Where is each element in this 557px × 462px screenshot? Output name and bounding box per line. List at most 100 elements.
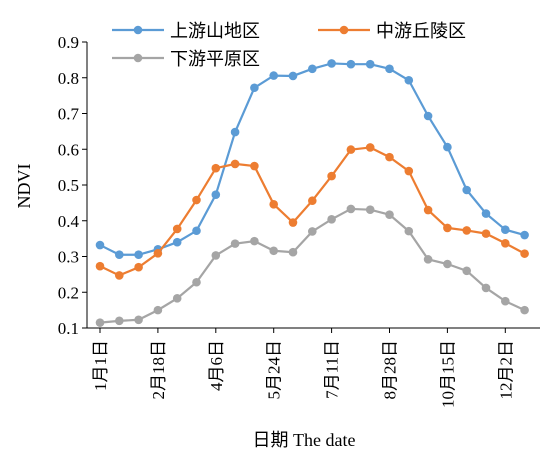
x-tick-labels: 1月1日 2月18日 4月6日 5月24日 7月11日 8月28日 10月15日 12月2日	[91, 328, 515, 408]
data-point	[134, 250, 143, 260]
data-point	[327, 171, 336, 181]
data-point	[308, 196, 317, 206]
data-point	[462, 226, 472, 235]
data-point	[385, 64, 394, 74]
data-point	[443, 223, 452, 233]
axes	[86, 42, 540, 329]
data-point	[346, 59, 356, 69]
series-3	[95, 204, 529, 327]
x-axis-title: 日期 The date	[253, 430, 356, 450]
data-point	[288, 247, 298, 257]
data-point	[385, 152, 394, 162]
y-tick-label: 0.3	[58, 248, 79, 267]
data-point	[192, 277, 201, 287]
legend-label: 中游丘陵区	[376, 21, 466, 42]
data-point	[250, 83, 259, 93]
data-point	[481, 209, 491, 218]
series-line	[99, 207, 526, 324]
data-point	[172, 294, 182, 303]
data-point	[327, 59, 336, 68]
data-point	[230, 159, 240, 169]
y-tick-label: 0.5	[58, 176, 79, 195]
y-axis-title: NDVI	[14, 164, 34, 209]
data-point	[365, 205, 375, 214]
x-tick-label: 1月1日	[91, 340, 110, 391]
data-point	[172, 224, 182, 234]
data-point	[327, 215, 336, 224]
data-point	[230, 127, 240, 137]
data-point	[153, 305, 163, 315]
x-tick-label: 4月6日	[207, 340, 226, 391]
x-tick-label: 2月18日	[149, 340, 168, 400]
legend-marker	[133, 53, 143, 63]
data-point	[172, 237, 182, 247]
series-line	[99, 146, 526, 277]
data-point	[365, 143, 375, 152]
y-tick-label: 0.9	[58, 33, 79, 52]
data-point	[95, 318, 105, 327]
data-point	[211, 163, 221, 173]
data-point	[134, 315, 143, 325]
data-point	[288, 71, 298, 81]
data-point	[230, 239, 240, 248]
data-point	[385, 210, 394, 219]
data-point	[153, 248, 163, 258]
data-point	[269, 200, 279, 209]
x-tick-label: 8月28日	[381, 340, 400, 400]
x-tick-label: 10月15日	[438, 340, 457, 408]
legend-label: 下游平原区	[170, 49, 260, 70]
data-point	[346, 204, 356, 214]
data-point	[250, 236, 259, 246]
data-point	[211, 251, 221, 260]
series-line	[99, 62, 525, 256]
data-point	[443, 142, 452, 152]
x-tick-label: 5月24日	[265, 340, 284, 400]
data-point	[95, 240, 105, 250]
data-point	[501, 225, 510, 234]
data-point	[481, 229, 491, 238]
x-tick-label: 12月2日	[496, 340, 515, 400]
data-point	[404, 166, 414, 176]
series-group	[95, 59, 529, 327]
data-point	[288, 218, 298, 227]
data-point	[269, 246, 279, 256]
data-point	[211, 190, 221, 199]
data-point	[404, 75, 414, 85]
y-tick-label: 0.6	[58, 140, 79, 159]
data-point	[269, 71, 279, 80]
data-point	[520, 305, 529, 315]
legend-label: 上游山地区	[170, 21, 260, 42]
y-tick-labels: 0.1 0.2 0.3 0.4 0.5 0.6 0.7 0.8 0.9	[58, 33, 87, 338]
data-point	[192, 195, 201, 205]
data-point	[115, 250, 124, 260]
data-point	[115, 271, 124, 280]
data-point	[346, 145, 356, 154]
data-point	[308, 227, 317, 236]
legend-entry-2: 中游丘陵区	[318, 21, 466, 42]
y-tick-label: 0.4	[58, 212, 80, 231]
legend-marker	[133, 25, 143, 35]
data-point	[501, 238, 510, 248]
data-point	[520, 230, 529, 240]
data-point	[501, 296, 510, 306]
data-point	[462, 185, 472, 195]
data-point	[404, 226, 414, 236]
y-tick-label: 0.7	[58, 105, 80, 124]
data-point	[423, 205, 433, 215]
data-point	[250, 161, 259, 171]
y-tick-label: 0.2	[58, 283, 79, 302]
y-tick-label: 0.1	[58, 319, 79, 338]
legend-entry-3: 下游平原区	[112, 49, 260, 70]
legend-entry-1: 上游山地区	[112, 21, 260, 42]
data-point	[134, 262, 143, 272]
y-tick-label: 0.8	[58, 69, 79, 88]
data-point	[95, 261, 105, 271]
data-point	[462, 266, 472, 276]
data-point	[481, 283, 491, 293]
data-point	[423, 255, 433, 264]
data-point	[443, 259, 452, 269]
data-point	[192, 226, 201, 236]
data-point	[308, 64, 317, 74]
